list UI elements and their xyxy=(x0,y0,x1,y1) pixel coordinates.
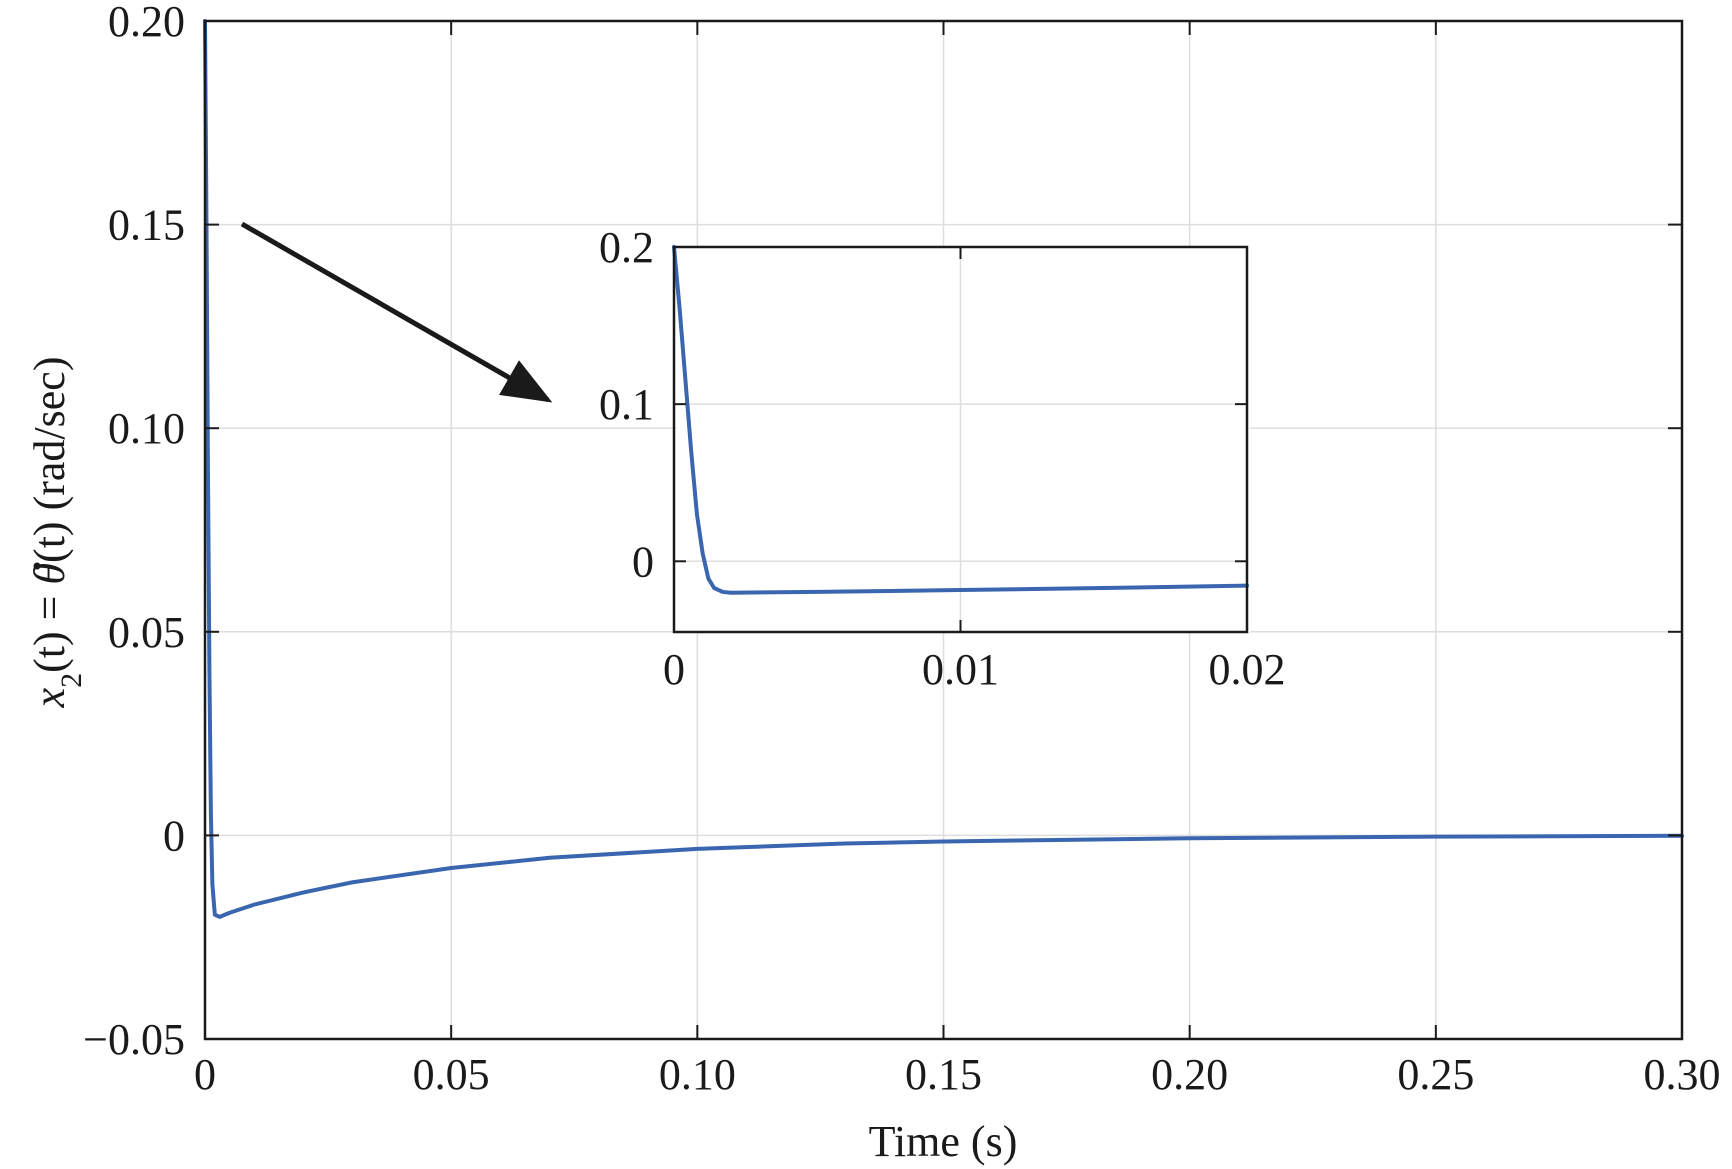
main-x-tick-label: 0.10 xyxy=(659,1050,736,1099)
main-x-tick-label: 0.05 xyxy=(413,1050,490,1099)
main-y-tick-label: 0.15 xyxy=(108,201,185,250)
inset-x-tick-label: 0.01 xyxy=(922,645,999,694)
main-plot: 0 0.05 0.10 0.15 0.20 0.25 0.30 −0.0500.050.10… xyxy=(25,0,1721,1166)
x-axis-title: Time (s) xyxy=(869,1117,1018,1166)
main-y-tick-label: 0 xyxy=(163,811,185,860)
main-y-tick-label: 0.05 xyxy=(108,608,185,657)
main-x-tick-label: 0.25 xyxy=(1397,1050,1474,1099)
pointer-arrow xyxy=(240,221,553,403)
inset-background xyxy=(676,247,1250,632)
inset-series-line xyxy=(672,245,1249,595)
inset-ticks xyxy=(673,246,1248,632)
main-x-tick-label: 0.20 xyxy=(1151,1050,1228,1099)
inset-x-tick-label: 0.02 xyxy=(1209,645,1286,694)
inset-x-tick-label: 0 xyxy=(663,645,685,694)
inset-y-tick-label: 0.2 xyxy=(599,223,654,272)
y-axis-title-subscript: 2 xyxy=(55,673,88,688)
main-ticks xyxy=(204,20,1683,1040)
main-x-tick-labels: 0 0.05 0.10 0.15 0.20 0.25 0.30 xyxy=(194,1050,1721,1099)
main-x-tick-label: 0.30 xyxy=(1644,1050,1721,1099)
y-axis-title: x2(t) = θ(t) (rad/sec) xyxy=(25,357,88,709)
main-y-tick-labels: −0.05 0 0.05 0.10 0.15 0.20 xyxy=(83,0,185,1064)
theta-dot-accent xyxy=(33,562,41,570)
main-series-group xyxy=(203,19,1684,919)
main-x-tick-label: 0 xyxy=(194,1050,216,1099)
inset-x-tick-labels: 0 0.01 0.02 xyxy=(663,645,1286,694)
y-axis-title-end: (t) (rad/sec) xyxy=(25,357,74,563)
main-x-tick-label: 0.15 xyxy=(905,1050,982,1099)
y-axis-title-theta: θ xyxy=(25,563,74,585)
inset-y-tick-label: 0 xyxy=(632,537,654,586)
y-axis-title-var: x xyxy=(25,687,74,708)
inset-series-group xyxy=(672,245,1249,595)
main-y-tick-label: 0.10 xyxy=(108,404,185,453)
main-y-tick-label: 0.20 xyxy=(108,0,185,46)
inset-plot: 0 0.01 0.02 0 0.1 0.2 xyxy=(599,223,1286,694)
main-series-line xyxy=(203,19,1684,919)
y-axis-title-mid: (t) = xyxy=(25,585,74,673)
inset-y-tick-labels: 0 0.1 0.2 xyxy=(599,223,654,586)
inset-y-tick-label: 0.1 xyxy=(599,380,654,429)
main-y-tick-label: −0.05 xyxy=(83,1015,185,1064)
